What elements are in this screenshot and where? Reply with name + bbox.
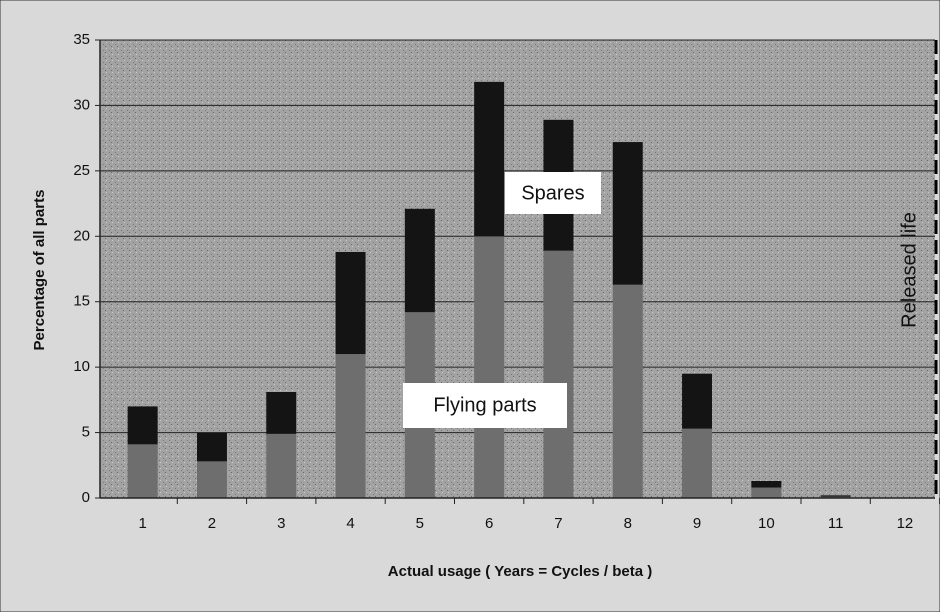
bar-segment bbox=[820, 495, 851, 497]
x-tick-label: 3 bbox=[277, 515, 285, 532]
x-tick-label: 2 bbox=[208, 515, 216, 532]
x-tick-label: 11 bbox=[828, 515, 844, 532]
bar-segment bbox=[612, 284, 643, 498]
x-tick-label: 7 bbox=[554, 515, 562, 532]
bar-segment bbox=[266, 433, 297, 498]
spares-label: Spares bbox=[521, 182, 584, 204]
y-tick-label: 35 bbox=[73, 31, 90, 48]
flying-label: Flying parts bbox=[433, 394, 536, 416]
y-tick-label: 30 bbox=[73, 96, 90, 113]
flying-label-box bbox=[403, 383, 567, 428]
bar-segment bbox=[612, 142, 643, 285]
bar-segment bbox=[682, 428, 713, 498]
bar-segment bbox=[543, 250, 574, 498]
x-tick-label: 4 bbox=[346, 515, 354, 532]
x-tick-label: 6 bbox=[485, 515, 493, 532]
bar-segment bbox=[196, 432, 227, 462]
spares-label-box bbox=[505, 172, 601, 214]
bar-segment bbox=[404, 208, 435, 313]
bar-segment bbox=[127, 406, 158, 445]
bar-segment bbox=[335, 354, 366, 498]
bar-segment bbox=[127, 444, 158, 498]
bar-segment bbox=[335, 251, 366, 355]
y-tick-label: 15 bbox=[73, 293, 90, 310]
x-tick-label: 8 bbox=[624, 515, 632, 532]
bar-segment bbox=[751, 480, 782, 488]
y-tick-label: 10 bbox=[73, 358, 90, 375]
y-tick-label: 5 bbox=[82, 424, 90, 441]
bar-segment bbox=[474, 236, 505, 499]
x-tick-label: 1 bbox=[138, 515, 146, 532]
y-tick-label: 20 bbox=[73, 227, 90, 244]
plot-area bbox=[100, 40, 935, 498]
bar-segment bbox=[682, 373, 713, 429]
released-life-label: Released life bbox=[898, 212, 920, 328]
y-tick-label: 0 bbox=[82, 489, 90, 506]
x-tick-label: 9 bbox=[693, 515, 701, 532]
bar-segment bbox=[751, 487, 782, 498]
bar-segment bbox=[474, 81, 505, 237]
y-axis-title: Percentage of all parts bbox=[31, 190, 48, 351]
bar-segment bbox=[196, 461, 227, 498]
x-tick-label: 12 bbox=[897, 515, 914, 532]
x-tick-label: 5 bbox=[416, 515, 424, 532]
x-axis-title: Actual usage ( Years = Cycles / beta ) bbox=[388, 563, 652, 580]
bar-segment bbox=[266, 392, 297, 434]
x-tick-label: 10 bbox=[758, 515, 775, 532]
y-tick-label: 25 bbox=[73, 162, 90, 179]
